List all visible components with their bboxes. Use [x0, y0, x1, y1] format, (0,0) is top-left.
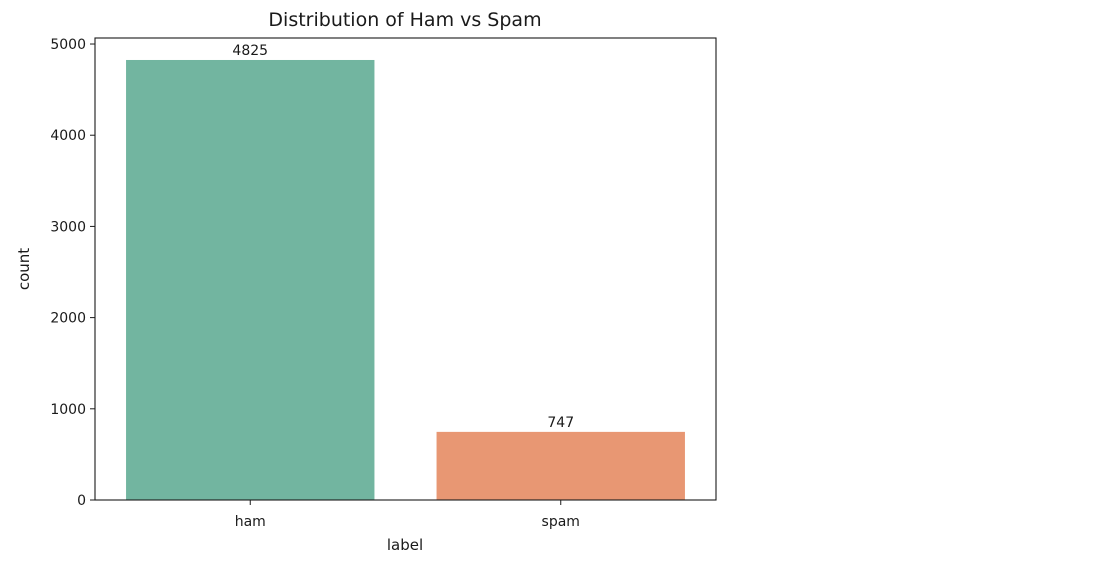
- data-labels-layer: 4825 747: [232, 43, 574, 431]
- chart-title: Distribution of Ham vs Spam: [268, 9, 541, 31]
- y-tick-label-2000: 2000: [50, 311, 86, 327]
- x-axis-label: label: [387, 536, 423, 554]
- y-tick-label-3000: 3000: [50, 219, 86, 235]
- bar-ham: [126, 59, 375, 501]
- data-label-ham: 4825: [232, 43, 268, 59]
- data-label-spam: 747: [547, 415, 574, 431]
- bars-layer: [126, 59, 685, 501]
- y-tick-label-5000: 5000: [50, 37, 86, 53]
- plot-frame: [94, 37, 717, 501]
- x-tick-label-spam: spam: [542, 514, 580, 530]
- y-axis-label: count: [15, 248, 33, 290]
- x-tick-label-ham: ham: [235, 514, 266, 530]
- bar-spam: [436, 431, 685, 500]
- y-tick-label-0: 0: [77, 493, 86, 509]
- x-axis-ticks: ham spam: [235, 500, 580, 530]
- y-tick-label-4000: 4000: [50, 128, 86, 144]
- y-tick-label-1000: 1000: [50, 402, 86, 418]
- y-axis-ticks: 0 1000 2000 3000 4000 5000: [50, 37, 95, 509]
